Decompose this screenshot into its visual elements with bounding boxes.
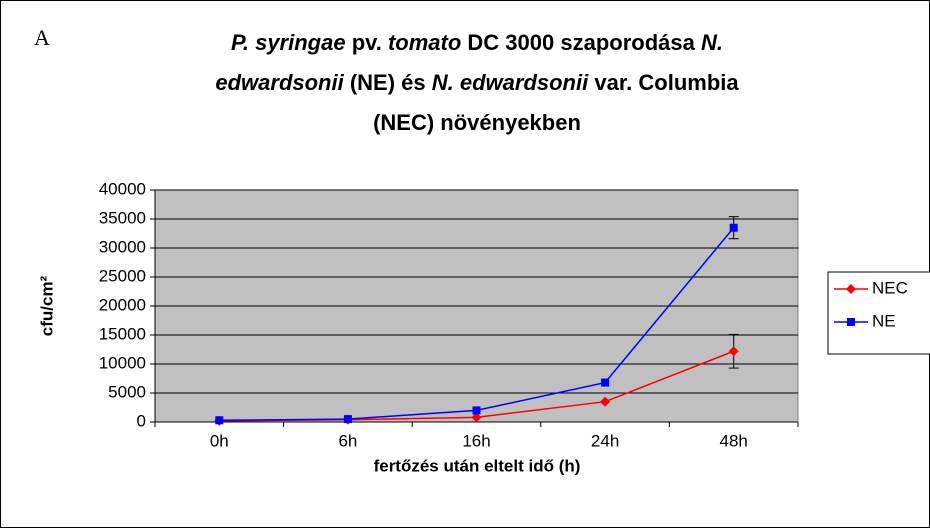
- data-point: [728, 346, 739, 357]
- y-tick-label: 20000: [99, 295, 146, 314]
- legend-label: NE: [872, 311, 896, 330]
- title-run: var. Columbia: [588, 70, 739, 95]
- data-point: [472, 406, 481, 415]
- data-point: [471, 412, 482, 423]
- title-run: N.: [701, 30, 723, 55]
- title-run: edwardsonii: [215, 70, 344, 95]
- x-tick-label: 48h: [720, 431, 748, 450]
- y-tick-label: 35000: [99, 208, 146, 227]
- legend-marker: [847, 318, 855, 326]
- y-axis-title: cfu/cm²: [37, 275, 56, 336]
- y-tick-label: 30000: [99, 237, 146, 256]
- y-tick-label: 15000: [99, 324, 146, 343]
- data-point: [729, 223, 738, 232]
- x-tick-label: 6h: [338, 431, 357, 450]
- x-tick-label: 0h: [210, 431, 229, 450]
- title-run: tomato: [388, 30, 461, 55]
- x-axis-title: fertőzés után eltelt idő (h): [374, 456, 581, 475]
- chart-title: P. syringae pv. tomato DC 3000 szaporodá…: [231, 30, 723, 55]
- y-tick-label: 25000: [99, 266, 146, 285]
- data-point: [215, 416, 224, 425]
- title-run: P. syringae: [231, 30, 346, 55]
- data-point: [601, 378, 610, 387]
- legend-marker: [846, 284, 856, 294]
- title-run: (NE) és: [344, 70, 432, 95]
- panel-label: A: [34, 25, 50, 50]
- title-run: DC 3000 szaporodása: [461, 30, 701, 55]
- data-point: [600, 396, 611, 407]
- data-point: [343, 415, 352, 424]
- chart-title: (NEC) növényekben: [373, 110, 581, 135]
- legend-box: [827, 271, 930, 355]
- y-tick-label: 5000: [108, 382, 146, 401]
- legend-label: NEC: [872, 278, 908, 297]
- y-tick-label: 10000: [99, 353, 146, 372]
- title-run: N. edwardsonii: [432, 70, 589, 95]
- chart-title: edwardsonii (NE) és N. edwardsonii var. …: [215, 70, 739, 95]
- y-tick-label: 0: [137, 411, 146, 430]
- title-run: (NEC) növényekben: [373, 110, 581, 135]
- x-tick-label: 16h: [462, 431, 490, 450]
- x-tick-label: 24h: [591, 431, 619, 450]
- title-run: pv.: [346, 30, 388, 55]
- y-tick-label: 40000: [99, 179, 146, 198]
